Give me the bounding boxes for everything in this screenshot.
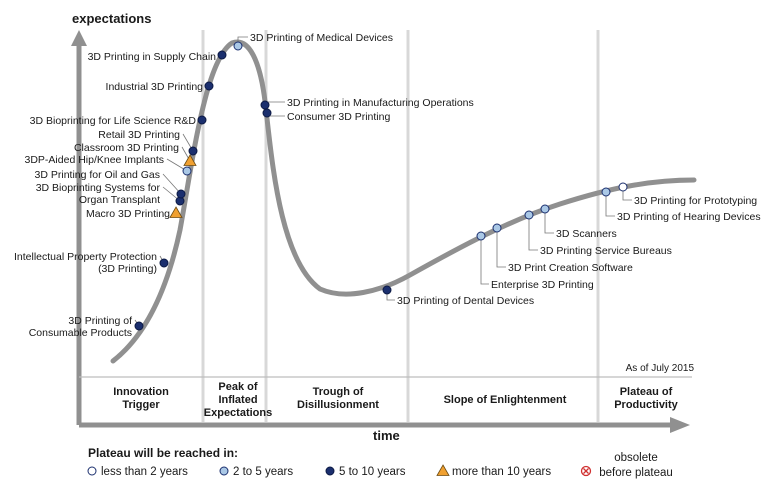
- hype-curve: [110, 39, 697, 364]
- label-3d-printing-in-manufacturing-operations: 3D Printing in Manufacturing Operations: [287, 97, 474, 109]
- label-macro-3d-printing: Macro 3D Printing: [86, 208, 170, 220]
- marker-macro-3d-printing: [169, 206, 183, 218]
- technology-labels: 3D Printing of Consumable Products Intelle…: [14, 32, 761, 339]
- phase-label-plateau-of-productivity: Plateau of Productivity: [614, 386, 678, 411]
- y-axis-label: expectations: [72, 11, 151, 26]
- marker-3d-printing-in-supply-chain: [217, 50, 227, 60]
- marker-3d-scanners: [540, 204, 550, 214]
- phase-label-innovation-trigger: Innovation Trigger: [113, 386, 169, 411]
- marker-3dp-aided-hip-knee-implants: [182, 166, 192, 176]
- label-3dp-aided-hip-knee-implants: 3DP-Aided Hip/Knee Implants: [25, 154, 165, 166]
- leader-3d-printing-of-hearing-devices: [605, 192, 615, 217]
- marker-3d-printing-for-prototyping: [618, 182, 628, 192]
- legend-label-2to5: 2 to 5 years: [233, 466, 293, 478]
- axes: [71, 30, 692, 433]
- leader-3d-printing-service-bureaus: [528, 215, 538, 251]
- legend-marker-2to5: [219, 466, 229, 476]
- y-axis-arrow: [71, 30, 87, 46]
- label-enterprise-3d-printing: Enterprise 3D Printing: [491, 279, 594, 291]
- x-axis-label: time: [373, 428, 400, 443]
- label-3d-printing-service-bureaus: 3D Printing Service Bureaus: [540, 245, 672, 257]
- legend-label-5to10: 5 to 10 years: [339, 466, 406, 478]
- leader-3d-scanners: [544, 209, 554, 234]
- label-intellectual-property-protection-3d-printing: Intellectual Property Protection (3D Prin…: [14, 251, 157, 275]
- label-3d-printing-in-supply-chain: 3D Printing in Supply Chain: [88, 51, 217, 63]
- marker-3d-printing-of-medical-devices: [233, 41, 243, 51]
- legend-label-less2: less than 2 years: [101, 466, 188, 478]
- label-3d-print-creation-software: 3D Print Creation Software: [508, 262, 633, 274]
- label-3d-printing-for-prototyping: 3D Printing for Prototyping: [634, 195, 757, 207]
- marker-industrial-3d-printing: [204, 81, 214, 91]
- phase-label-trough-of-disillusionment: Trough of Disillusionment: [297, 386, 379, 411]
- marker-3d-printing-of-dental-devices: [382, 285, 392, 295]
- label-3d-printing-for-oil-and-gas: 3D Printing for Oil and Gas: [35, 169, 160, 181]
- legend-marker-obsolete: [580, 465, 592, 477]
- legend-marker-more10: [436, 464, 450, 476]
- legend-marker-5to10: [325, 466, 335, 476]
- marker-3d-printing-for-oil-and-gas: [176, 189, 186, 199]
- leader-enterprise-3d-printing: [480, 236, 489, 285]
- marker-3d-printing-in-manufacturing-operations: [260, 100, 270, 110]
- label-3d-scanners: 3D Scanners: [556, 228, 617, 240]
- x-axis-arrow: [670, 417, 690, 433]
- legend-title: Plateau will be reached in:: [88, 446, 238, 460]
- label-3d-bioprinting-systems-for-organ-transplant: 3D Bioprinting Systems for Organ Transpla…: [36, 182, 161, 206]
- marker-3d-printing-of-hearing-devices: [601, 187, 611, 197]
- legend-marker-less2: [87, 466, 97, 476]
- marker-enterprise-3d-printing: [476, 231, 486, 241]
- label-3d-printing-of-hearing-devices: 3D Printing of Hearing Devices: [617, 211, 761, 223]
- marker-intellectual-property-protection-3d-printing: [159, 258, 169, 268]
- label-3d-printing-of-dental-devices: 3D Printing of Dental Devices: [397, 295, 534, 307]
- marker-3d-print-creation-software: [492, 223, 502, 233]
- label-industrial-3d-printing: Industrial 3D Printing: [106, 81, 204, 93]
- legend-label-obsolete: obsolete before plateau: [599, 452, 673, 479]
- label-3d-printing-of-medical-devices: 3D Printing of Medical Devices: [250, 32, 393, 44]
- label-3d-bioprinting-for-life-science-randd: 3D Bioprinting for Life Science R&D: [30, 115, 197, 127]
- phase-label-slope-of-enlightenment: Slope of Enlightenment: [444, 394, 567, 406]
- marker-3d-printing-service-bureaus: [524, 210, 534, 220]
- phase-label-peak-of-inflated-expectations: Peak of Inflated Expectations: [204, 381, 272, 419]
- label-classroom-3d-printing: Classroom 3D Printing: [74, 142, 179, 154]
- technology-markers: [134, 41, 628, 331]
- legend: Plateau will be reached in: less than 2 y…: [87, 446, 673, 479]
- marker-consumer-3d-printing: [262, 108, 272, 118]
- marker-classroom-3d-printing: [183, 154, 197, 166]
- marker-retail-3d-printing: [188, 146, 198, 156]
- legend-label-more10: more than 10 years: [452, 466, 551, 478]
- axis-titles: expectations time As of July 2015: [72, 11, 694, 443]
- label-retail-3d-printing: Retail 3D Printing: [98, 129, 180, 141]
- label-3d-printing-of-consumable-products: 3D Printing of Consumable Products: [29, 315, 132, 339]
- marker-3d-printing-of-consumable-products: [134, 321, 144, 331]
- leader-3d-print-creation-software: [496, 228, 506, 268]
- as-of-date: As of July 2015: [626, 363, 695, 374]
- marker-3d-bioprinting-for-life-science-randd: [197, 115, 207, 125]
- label-consumer-3d-printing: Consumer 3D Printing: [287, 111, 390, 123]
- phase-labels: Innovation Trigger Peak of Inflated Expectat…: [113, 381, 678, 419]
